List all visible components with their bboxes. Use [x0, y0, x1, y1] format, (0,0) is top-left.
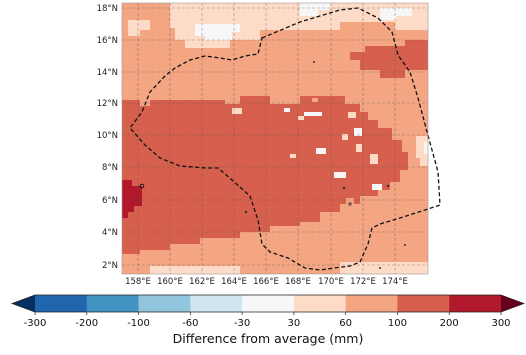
island-dot: [342, 186, 346, 190]
colorbar-swatch: [138, 295, 191, 312]
colorbar-under-arrow: [12, 295, 35, 312]
map-frame: [121, 2, 429, 275]
colorbar-swatch: [397, 295, 450, 312]
speckle: [232, 108, 242, 114]
field-east-white: [424, 142, 428, 154]
lon-label-170: 170°E: [318, 277, 344, 287]
lat-label-16: 16°N: [97, 36, 118, 46]
eez-boundary: [129, 7, 441, 271]
colorbar-tick-label: 200: [440, 318, 459, 329]
lon-label-168: 168°E: [285, 277, 311, 287]
lon-label-160: 160°E: [157, 277, 183, 287]
colorbar: -300 -200 -100 -60 -30 30 60 100 200 300 Differen…: [10, 294, 526, 346]
lat-labels: 18°N 16°N 14°N 12°N 10°N 8°N 6°N 4°N 2°N: [97, 4, 118, 271]
colorbar-swatch: [293, 295, 346, 312]
island-dot: [244, 210, 248, 214]
field-white-3: [380, 8, 412, 20]
colorbar-tick-label: 100: [388, 318, 407, 329]
colorbar-tick-label: 60: [339, 318, 352, 329]
anomaly-field: [122, 3, 428, 274]
speckle: [284, 108, 290, 112]
island-dot: [404, 244, 406, 246]
speckle: [372, 184, 382, 190]
lat-label-2: 2°N: [102, 261, 118, 271]
island-dot: [386, 184, 390, 188]
field-main-strong: [122, 96, 408, 254]
speckle: [312, 98, 318, 102]
lat-label-14: 14°N: [97, 68, 118, 78]
lat-label-4: 4°N: [102, 228, 118, 238]
lon-labels: 158°E 160°E 162°E 164°E 166°E 168°E 170°…: [125, 277, 408, 287]
speckle: [356, 144, 362, 152]
colorbar-title: Difference from average (mm): [173, 331, 364, 346]
colorbar-tick-label: 30: [288, 318, 301, 329]
colorbar-tick-label: 300: [491, 318, 510, 329]
colorbar-tick-label: -300: [24, 318, 47, 329]
field-south-pale-2: [340, 262, 428, 274]
speckle: [354, 128, 362, 136]
field-white-1: [195, 24, 240, 40]
colorbar-tick-label: -200: [75, 318, 98, 329]
lat-label-10: 10°N: [97, 131, 118, 141]
colorbar-swatch: [345, 295, 398, 312]
speckle: [334, 172, 346, 178]
lat-label-6: 6°N: [102, 196, 118, 206]
speckle: [298, 116, 304, 120]
colorbar-ticks: -300 -200 -100 -60 -30 30 60 100 200 300: [24, 312, 511, 329]
lat-label-18: 18°N: [97, 4, 118, 14]
colorbar-tick-label: -60: [182, 318, 198, 329]
field-white-2: [300, 3, 330, 16]
field-south-pale: [150, 266, 240, 274]
lon-label-164: 164°E: [221, 277, 247, 287]
speckle: [370, 154, 378, 164]
field-pale-nw: [128, 20, 150, 36]
lon-label-172: 172°E: [350, 277, 376, 287]
lon-label-162: 162°E: [189, 277, 215, 287]
speckle: [290, 154, 296, 158]
field-west-very-strong: [122, 180, 142, 218]
island-dot: [379, 267, 381, 269]
colorbar-swatch: [35, 295, 88, 312]
speckle: [316, 148, 326, 154]
speckle: [342, 134, 348, 140]
lat-label-8: 8°N: [102, 163, 118, 173]
colorbar-swatch: [86, 295, 139, 312]
colorbar-over-arrow: [501, 295, 524, 312]
colorbar-swatches: [35, 295, 502, 312]
speckle: [304, 112, 322, 116]
colorbar-tick-label: -30: [234, 318, 250, 329]
colorbar-swatch: [190, 295, 243, 312]
map-gridlines: [122, 3, 428, 274]
colorbar-swatch: [449, 295, 502, 312]
field-ne-strong: [350, 40, 428, 78]
island-dot: [313, 61, 315, 63]
speckle: [348, 112, 356, 118]
lon-label-174: 174°E: [382, 277, 408, 287]
colorbar-tick-label: -100: [127, 318, 150, 329]
speckle: [346, 198, 354, 204]
lat-label-12: 12°N: [97, 99, 118, 109]
island-dot: [139, 183, 145, 189]
lon-label-166: 166°E: [253, 277, 279, 287]
field-north-pale: [170, 3, 428, 48]
lon-label-158: 158°E: [125, 277, 151, 287]
island-dot: [348, 202, 352, 206]
colorbar-swatch: [242, 295, 295, 312]
